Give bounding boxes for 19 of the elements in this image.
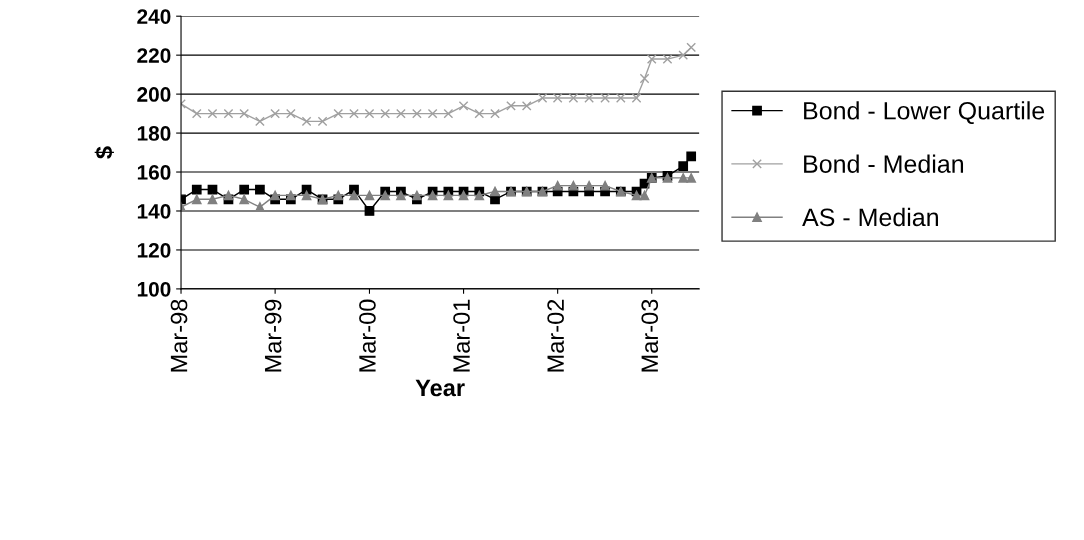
legend-label: Bond - Median xyxy=(804,154,964,173)
y-tick-label: 220 xyxy=(137,48,171,63)
x-tick-label: Mar-03 xyxy=(641,299,659,372)
y-tick-label: 140 xyxy=(137,203,171,219)
x-tick-label: Mar-02 xyxy=(547,299,564,372)
x-tick-label: Mar-98 xyxy=(170,299,188,372)
legend-label: AS - Median xyxy=(802,207,938,227)
y-tick-label: 200 xyxy=(137,87,171,102)
y-tick-label: 240 xyxy=(137,9,171,24)
y-tick-label: 120 xyxy=(137,242,171,258)
y-tick-label: 180 xyxy=(137,126,171,141)
legend-label: Bond - Lower Quartile xyxy=(804,101,1045,125)
x-tick-label: Mar-00 xyxy=(359,299,376,372)
y-axis-title: $ xyxy=(94,146,114,159)
x-tick-label: Mar-99 xyxy=(264,299,282,372)
y-tick-label: 160 xyxy=(137,165,171,180)
x-axis-title: Year xyxy=(415,379,465,397)
x-tick-label: Mar-01 xyxy=(453,299,470,372)
y-tick-label: 100 xyxy=(137,281,171,297)
